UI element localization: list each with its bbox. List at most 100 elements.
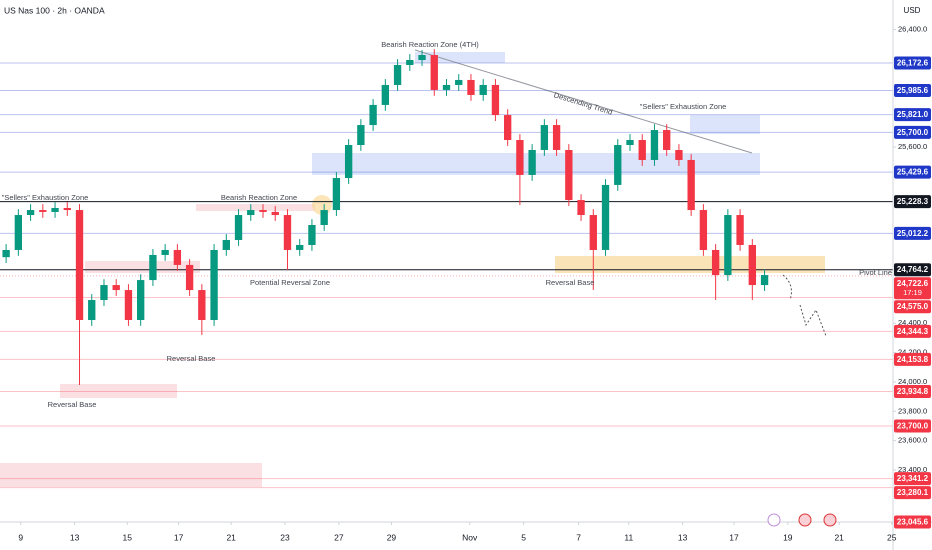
candle-body — [161, 249, 169, 255]
candle-body — [198, 290, 206, 320]
annotation: Pivot Line — [859, 268, 892, 277]
candle-body — [26, 210, 35, 216]
highlight — [312, 195, 332, 215]
projection — [782, 274, 827, 337]
candle-body — [222, 239, 230, 250]
price-label: 24,575.0 — [897, 302, 929, 311]
candle-body — [540, 125, 549, 150]
candle-body — [589, 215, 597, 250]
zone — [312, 153, 760, 175]
candle-body — [210, 249, 218, 320]
candle-body — [430, 55, 438, 90]
zone — [415, 52, 505, 63]
x-tick-label: 17 — [174, 532, 184, 542]
x-tick-label: 23 — [280, 532, 290, 542]
candle-body — [736, 215, 744, 245]
annotation: "Sellers" Exhaustion Zone — [2, 193, 89, 202]
y-tick-label: 24,000.0 — [898, 377, 927, 386]
x-tick-label: 25 — [887, 532, 897, 542]
zone — [196, 204, 315, 211]
currency: USD — [904, 6, 921, 15]
x-tick-label: 17 — [729, 532, 739, 542]
x-tick-label: 13 — [70, 532, 80, 542]
candle-body — [357, 125, 365, 146]
candle-body — [393, 65, 402, 85]
x-tick-label: Nov — [462, 532, 478, 542]
candle-body — [88, 300, 96, 320]
candle-body — [247, 210, 255, 216]
candle-body — [760, 275, 769, 286]
candle-body — [565, 149, 573, 201]
price-label-box — [894, 300, 931, 314]
price-label: 23,700.0 — [897, 421, 929, 430]
x-tick-label: 5 — [521, 532, 526, 542]
candle-body — [516, 140, 524, 175]
price-label-box — [894, 108, 931, 122]
candle-body — [39, 210, 47, 212]
price-label-box — [894, 226, 931, 240]
candle-body — [173, 249, 182, 265]
candle-body — [271, 211, 279, 216]
candle-body — [748, 244, 756, 286]
x-tick-label: 7 — [576, 532, 581, 542]
price-label: 23,280.1 — [897, 488, 929, 497]
symbol-title: US Nas 100 · 2h · OANDA — [4, 5, 105, 15]
zone — [60, 384, 177, 398]
candle-body — [528, 149, 536, 175]
x-tick-label: 27 — [334, 532, 344, 542]
price-label-box — [894, 83, 931, 97]
candle-body — [51, 207, 59, 212]
candle-body — [711, 249, 720, 276]
event-icons — [767, 513, 837, 527]
candle-body — [185, 264, 194, 291]
candles — [2, 49, 769, 386]
y-tick-label: 24,200.0 — [898, 348, 927, 357]
x-tick-label: 15 — [122, 532, 132, 542]
candle-body — [442, 84, 451, 90]
price-label-box — [894, 125, 931, 139]
annotations: Bearish Reaction Zone (4TH)Descending Tr… — [2, 40, 892, 409]
candle-body — [137, 280, 145, 320]
price-label-box — [894, 195, 931, 209]
candle-body — [552, 125, 561, 150]
price-time: 17:19 — [903, 288, 922, 297]
candle-body — [149, 254, 157, 281]
price-label: 23,341.2 — [897, 474, 929, 483]
candle-body — [344, 145, 353, 179]
candle-body — [675, 149, 683, 160]
x-tick-label: 9 — [18, 532, 23, 542]
annotation: Reversal Base — [48, 400, 97, 409]
candle-body — [234, 215, 243, 240]
price-label: 25,985.6 — [897, 86, 929, 95]
price-label: 24,764.2 — [897, 265, 929, 274]
annotation: Bearish Reaction Zone (4TH) — [381, 40, 479, 49]
price-label-box — [894, 56, 931, 70]
candle-body — [467, 79, 475, 95]
x-tick-label: 21 — [834, 532, 844, 542]
candle-body — [308, 225, 316, 245]
candle-body — [638, 140, 646, 160]
price-label: 25,821.0 — [897, 110, 929, 119]
price-label: 25,228.3 — [897, 197, 929, 206]
price-label-box — [894, 486, 931, 500]
zone — [85, 261, 200, 273]
time-axis-panel — [0, 522, 932, 550]
zone — [0, 463, 262, 487]
trend-line — [414, 49, 753, 154]
candle-body — [418, 55, 426, 61]
candle-body — [124, 290, 133, 320]
x-tick-label: 29 — [387, 532, 397, 542]
candle-body — [614, 145, 622, 185]
y-tick-label: 23,400.0 — [898, 465, 927, 474]
candle-body — [100, 285, 108, 301]
icon — [823, 513, 837, 527]
annotation: Reversal Base — [167, 354, 216, 363]
candle-body — [283, 215, 292, 250]
candle-body — [320, 210, 328, 226]
price-label: 25,012.2 — [897, 229, 929, 238]
annotation: Bearish Reaction Zone — [221, 193, 297, 202]
candle-body — [14, 215, 23, 250]
candle-body — [296, 244, 304, 250]
icon — [767, 513, 781, 527]
